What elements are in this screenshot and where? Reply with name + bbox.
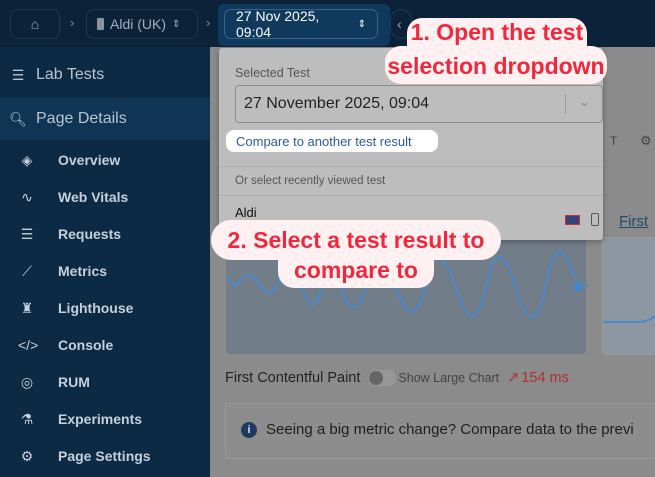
sidebar-item-metrics[interactable]: ⟋ Metrics <box>0 254 210 288</box>
recent-test-item[interactable]: Aldi <box>219 196 603 240</box>
gear-icon: ⚙ <box>20 447 34 464</box>
column-header: T <box>610 134 618 148</box>
flask-icon: ⚗ <box>20 410 34 427</box>
sidebar: ☰ Lab Tests 🔍︎ Page Details ◈ Overview ∿ Web… <box>0 47 210 477</box>
test-date: 27 Nov 2025, 09:04 <box>236 8 320 40</box>
label: Web Vitals <box>58 189 129 205</box>
label: Experiments <box>58 411 143 427</box>
sidebar-item-rum[interactable]: ◎ RUM <box>0 365 210 399</box>
test-selector[interactable]: 27 Nov 2025, 09:04 ⇕ <box>224 8 378 40</box>
label: Requests <box>58 226 122 242</box>
callout-step1-line2: selection dropdown <box>385 46 607 84</box>
sidebar-item-page-settings[interactable]: ⚙ Page Settings <box>0 439 210 473</box>
list-icon: ☰ <box>20 225 34 242</box>
callout-step2-line2: compare to <box>278 256 434 288</box>
selected-test-label: Selected Test <box>235 66 310 80</box>
layers-icon: ◈ <box>21 151 33 168</box>
site-name: Aldi (UK) <box>110 16 167 32</box>
code-icon: </> <box>18 337 39 353</box>
sparkline-line <box>603 315 655 323</box>
large-chart-toggle[interactable] <box>368 370 397 386</box>
info-banner: i Seeing a big metric change? Compare da… <box>225 403 655 459</box>
lighthouse-icon: ♜ <box>20 299 34 316</box>
callout-step1: 1. Open the test <box>407 18 587 48</box>
sidebar-item-overview[interactable]: ◈ Overview <box>0 143 210 177</box>
sidebar-item-experiments[interactable]: ⚗ Experiments <box>0 402 210 436</box>
site-selector[interactable]: Aldi (UK) ⇕ <box>86 9 198 39</box>
recent-label: Or select recently viewed test <box>235 175 386 187</box>
info-icon: i <box>241 422 257 438</box>
chevron-left-icon: ‹ <box>397 16 402 32</box>
sidebar-item-web-vitals[interactable]: ∿ Web Vitals <box>0 180 210 214</box>
pulse-icon: ∿ <box>21 188 33 205</box>
divider <box>219 195 603 196</box>
chevron-down-icon: ⌄ <box>579 94 590 109</box>
compare-link-text: Compare to another test result <box>236 133 412 149</box>
callout-text: 1. Open the test <box>410 19 584 45</box>
sidebar-lab-tests[interactable]: ☰ Lab Tests <box>0 54 210 96</box>
label: Overview <box>58 152 121 168</box>
sidebar-item-console[interactable]: </> Console <box>0 328 210 362</box>
sidebar-item-requests[interactable]: ☰ Requests <box>0 217 210 251</box>
chevron-right-icon: › <box>206 15 211 30</box>
page-search-icon: 🔍︎ <box>9 110 27 127</box>
label: Page Settings <box>58 448 151 464</box>
label: Metrics <box>58 263 108 279</box>
metric-chart-card-2 <box>602 237 655 355</box>
compare-link[interactable]: Compare to another test result <box>226 130 438 152</box>
divider <box>565 94 566 114</box>
metric-header: First Contentful Paint Show Large Chart … <box>225 370 569 386</box>
sparkline-chart-2 <box>603 315 655 323</box>
trend-icon: ⟋ <box>22 262 32 279</box>
test-selector-highlight: 27 Nov 2025, 09:04 ⇕ <box>218 4 390 46</box>
selected-test-value: 27 November 2025, 09:04 <box>244 95 430 112</box>
label: RUM <box>58 374 90 390</box>
chevron-right-icon: › <box>70 15 75 30</box>
updown-icon: ⇕ <box>357 18 366 30</box>
divider <box>219 166 603 167</box>
label: Console <box>58 337 114 353</box>
first-link[interactable]: First <box>619 213 649 230</box>
label: Lab Tests <box>36 66 105 83</box>
toggle-label: Show Large Chart <box>398 371 500 385</box>
label: Lighthouse <box>58 300 134 316</box>
info-text: Seeing a big metric change? Compare data… <box>266 421 634 438</box>
recent-test-name: Aldi <box>235 205 257 220</box>
callout-text: compare to <box>294 257 418 283</box>
mobile-icon <box>97 18 104 30</box>
latest-point <box>574 283 582 291</box>
metric-title: First Contentful Paint <box>225 370 361 386</box>
home-icon: ⌂ <box>30 16 40 32</box>
metric-change: 154 ms <box>521 370 569 386</box>
gear-icon[interactable]: ⚙ <box>640 133 652 148</box>
trend-up-icon: ↗ <box>507 370 520 386</box>
sidebar-item-lighthouse[interactable]: ♜ Lighthouse <box>0 291 210 325</box>
label: Page Details <box>36 110 127 127</box>
updown-icon: ⇕ <box>172 18 181 30</box>
callout-text: 2. Select a test result to <box>227 227 485 253</box>
selected-test-select[interactable]: 27 November 2025, 09:04 ⌄ <box>235 85 603 123</box>
mobile-icon <box>591 213 599 226</box>
gauge-icon: ◎ <box>20 373 34 390</box>
sidebar-page-details[interactable]: 🔍︎ Page Details <box>0 98 210 140</box>
home-button[interactable]: ⌂ <box>10 9 60 39</box>
callout-text: selection dropdown <box>387 53 605 79</box>
list-icon: ☰ <box>11 66 25 83</box>
uk-flag-icon <box>565 215 580 225</box>
callout-step2: 2. Select a test result to <box>211 220 501 260</box>
